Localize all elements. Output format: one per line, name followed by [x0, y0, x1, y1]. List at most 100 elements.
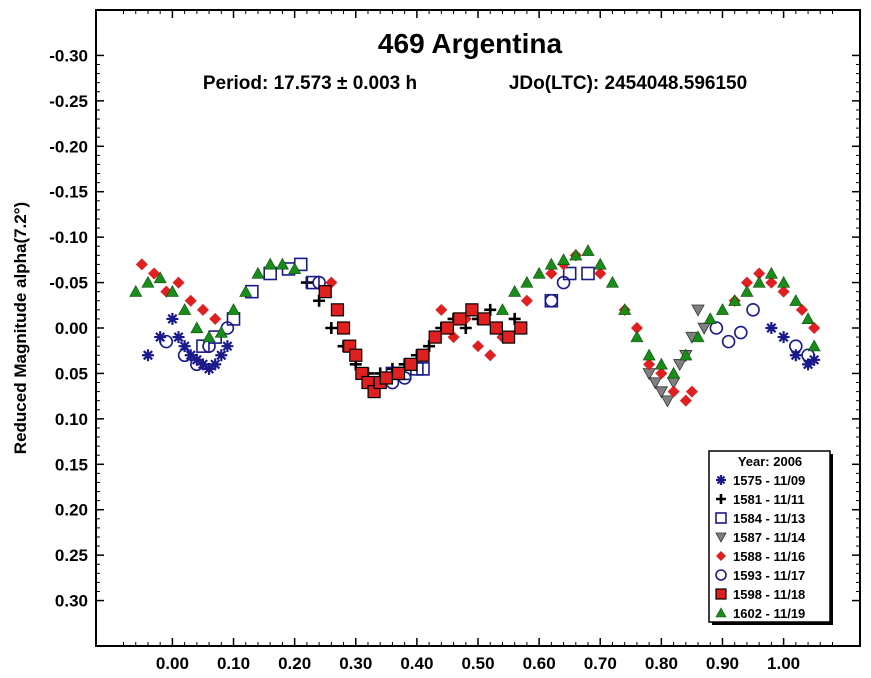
- data-point: [545, 267, 558, 280]
- data-point: [501, 330, 516, 344]
- data-point: [795, 303, 808, 316]
- data-point: [765, 322, 778, 334]
- y-tick-label: 0.20: [55, 501, 88, 520]
- data-point: [330, 303, 345, 317]
- data-point: [618, 303, 632, 315]
- data-point: [807, 339, 821, 352]
- series-1598: [318, 285, 528, 399]
- data-point: [214, 325, 228, 338]
- data-point: [159, 334, 174, 349]
- y-tick-label: 0.15: [55, 455, 88, 474]
- data-point: [141, 349, 154, 362]
- data-point: [349, 348, 363, 362]
- data-point: [165, 285, 179, 297]
- data-point: [318, 285, 332, 299]
- legend-label: 1593 - 11/17: [733, 568, 805, 583]
- data-point: [129, 285, 143, 297]
- data-point: [715, 303, 729, 315]
- data-point: [484, 349, 497, 362]
- data-point: [154, 331, 167, 344]
- data-point: [764, 266, 778, 279]
- data-point: [642, 348, 656, 361]
- data-point: [177, 348, 192, 363]
- x-tick-label: 0.40: [400, 654, 433, 673]
- data-point: [288, 262, 302, 275]
- data-point: [740, 276, 753, 289]
- x-tick-label: 1.00: [767, 654, 800, 673]
- y-tick-label: -0.05: [49, 274, 88, 293]
- data-point: [581, 266, 595, 281]
- data-point: [172, 331, 185, 344]
- data-point: [808, 353, 821, 366]
- data-point: [190, 321, 204, 334]
- data-point: [190, 353, 203, 366]
- y-tick-label: -0.20: [49, 137, 88, 156]
- legend-marker: [715, 569, 727, 581]
- data-point: [789, 349, 802, 362]
- data-point: [239, 285, 253, 297]
- data-point: [691, 330, 705, 343]
- x-tick-label: 0.90: [706, 654, 739, 673]
- y-tick-label: -0.10: [49, 228, 88, 247]
- data-point: [709, 321, 724, 335]
- data-point: [508, 285, 522, 297]
- data-point: [777, 285, 790, 298]
- data-point: [336, 321, 351, 335]
- data-point: [325, 322, 338, 334]
- data-point: [141, 275, 155, 288]
- data-point: [556, 275, 571, 290]
- legend-title: Year: 2006: [738, 454, 802, 469]
- data-point: [404, 357, 418, 371]
- y-tick-label: -0.15: [49, 183, 88, 202]
- legend-label: 1584 - 11/13: [733, 511, 805, 526]
- data-point: [275, 257, 289, 270]
- data-point: [808, 322, 821, 334]
- data-point: [172, 276, 185, 289]
- data-point: [153, 271, 167, 284]
- x-tick-label: 0.80: [645, 654, 678, 673]
- data-point: [655, 367, 668, 380]
- data-point: [605, 275, 619, 288]
- x-tick-label: 0.10: [217, 654, 250, 673]
- data-point: [789, 294, 803, 306]
- data-point: [495, 303, 509, 315]
- series-1593: [159, 275, 815, 390]
- data-point: [544, 293, 559, 308]
- legend-item: 1575 - 11/09: [716, 473, 805, 488]
- y-tick-label: -0.30: [49, 46, 88, 65]
- legend-label: 1598 - 11/18: [733, 587, 805, 602]
- data-point: [148, 267, 161, 280]
- data-point: [428, 330, 442, 344]
- data-point: [209, 358, 222, 371]
- data-point: [801, 348, 815, 363]
- series-1602: [129, 244, 821, 379]
- data-point: [630, 322, 643, 334]
- data-point: [777, 331, 790, 344]
- data-point: [178, 340, 191, 353]
- data-point: [379, 371, 393, 385]
- legend-item: 1588 - 11/16: [716, 549, 805, 564]
- data-point: [765, 276, 778, 289]
- legend-marker: [715, 588, 727, 600]
- data-point: [740, 285, 754, 297]
- period-label: Period: 17.573 ± 0.003 h: [203, 73, 417, 94]
- y-tick-label: 0.30: [55, 592, 88, 611]
- legend-item: 1581 - 11/11: [716, 492, 805, 507]
- legend-item: 1593 - 11/17: [715, 568, 805, 583]
- data-point: [196, 303, 209, 316]
- data-point: [593, 257, 607, 270]
- data-point: [416, 348, 430, 362]
- legend-marker: [716, 494, 726, 504]
- data-point: [667, 366, 681, 379]
- data-point: [746, 303, 760, 317]
- legend-marker: [716, 475, 726, 485]
- data-point: [697, 322, 711, 335]
- legend-item: 1602 - 11/19: [715, 606, 805, 621]
- legend-label: 1587 - 11/14: [733, 530, 806, 545]
- y-tick-label: 0.00: [55, 319, 88, 338]
- data-point: [544, 257, 558, 270]
- data-point: [802, 358, 815, 371]
- data-point: [777, 275, 791, 288]
- data-point: [391, 366, 406, 381]
- data-point: [435, 303, 448, 316]
